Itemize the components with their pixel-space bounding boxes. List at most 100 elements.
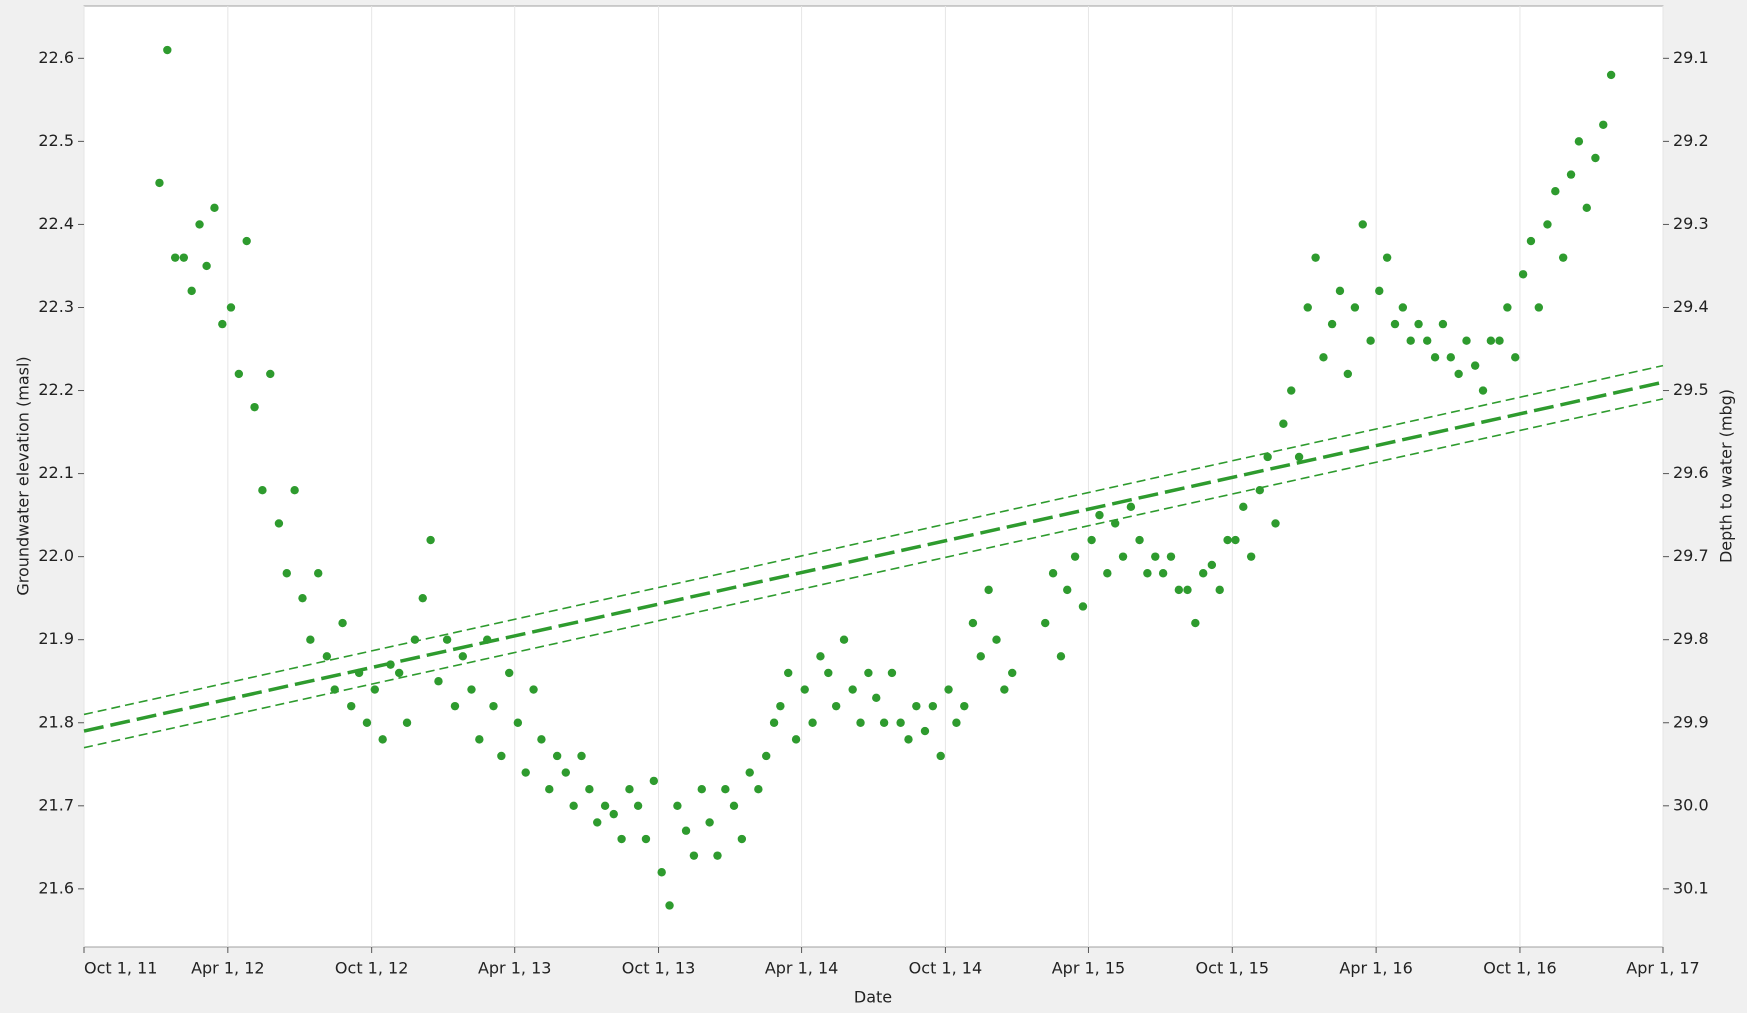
y-tick-label: 21.6 (38, 878, 74, 897)
y2-tick-label: 30.0 (1673, 795, 1709, 814)
data-point (505, 668, 514, 678)
data-point (896, 718, 905, 727)
x-tick-label: Apr 1, 16 (1339, 959, 1412, 978)
data-point (1279, 419, 1288, 428)
data-point (410, 635, 420, 644)
data-point (1423, 336, 1432, 345)
data-point (1311, 253, 1320, 262)
data-point (1294, 452, 1304, 462)
data-point (347, 701, 356, 711)
data-point (784, 668, 793, 678)
data-point (521, 768, 530, 777)
data-point (306, 635, 315, 644)
data-point (1462, 336, 1471, 345)
x-tick-label: Apr 1, 17 (1626, 959, 1699, 978)
data-point (1246, 552, 1256, 561)
data-point (1446, 353, 1455, 362)
data-point (1103, 569, 1112, 578)
data-point (274, 519, 284, 528)
data-point (754, 784, 763, 794)
data-point (856, 718, 865, 727)
data-point (633, 801, 643, 811)
data-point (600, 801, 610, 811)
data-point (266, 369, 275, 379)
data-point (1174, 585, 1184, 595)
y2-tick-label: 29.6 (1673, 463, 1709, 482)
data-point (298, 593, 307, 603)
data-point (705, 818, 714, 827)
data-point (1151, 552, 1160, 561)
y-tick-label: 22.3 (38, 297, 74, 316)
data-point (1271, 519, 1280, 528)
data-point (1430, 353, 1440, 362)
data-point (290, 486, 299, 495)
data-point (402, 718, 412, 727)
data-point (1599, 120, 1608, 129)
data-point (1551, 187, 1560, 196)
data-point (1327, 319, 1337, 329)
x-tick-label: Oct 1, 13 (622, 959, 695, 978)
data-point (210, 203, 219, 213)
data-point (179, 253, 189, 262)
data-point (762, 751, 771, 761)
data-point (800, 685, 809, 694)
data-point (928, 701, 938, 711)
y2-tick-label: 29.4 (1673, 297, 1709, 316)
data-point (434, 677, 443, 686)
data-point (1591, 153, 1600, 163)
data-point (1087, 535, 1096, 545)
data-point (552, 751, 562, 761)
data-point (1000, 685, 1009, 694)
data-point (1414, 319, 1423, 329)
data-point (1486, 336, 1496, 345)
plot-area (83, 5, 1664, 948)
data-point (577, 751, 586, 761)
data-point (1478, 386, 1488, 395)
data-point (673, 801, 682, 811)
x-tick-label: Apr 1, 12 (191, 959, 264, 978)
data-point (218, 319, 227, 329)
data-point (1095, 510, 1104, 520)
data-point (1582, 203, 1591, 213)
y2-tick-label: 29.1 (1673, 48, 1709, 67)
data-point (649, 776, 659, 786)
data-point (1526, 236, 1536, 246)
data-point (569, 801, 578, 811)
data-point (1263, 452, 1272, 462)
data-point (1118, 552, 1128, 561)
data-point (195, 220, 204, 229)
trend-line (83, 364, 1664, 716)
x-tick-label: Oct 1, 14 (909, 959, 982, 978)
data-point (960, 701, 969, 711)
data-point (226, 303, 236, 312)
data-point (1366, 336, 1375, 345)
data-point (609, 809, 618, 819)
data-point (776, 701, 785, 711)
x-tick-label: Oct 1, 15 (1196, 959, 1269, 978)
data-point (1534, 303, 1544, 312)
data-point (475, 735, 484, 744)
data-point (450, 701, 460, 711)
data-point (1438, 319, 1448, 329)
data-point (1041, 618, 1050, 628)
data-point (976, 652, 985, 661)
data-point (170, 253, 180, 262)
data-point (1303, 303, 1312, 312)
trend-line (83, 398, 1664, 749)
y-tick-label: 22.2 (38, 380, 74, 399)
data-point (1048, 569, 1058, 578)
data-point (458, 652, 468, 661)
data-point (1335, 286, 1345, 296)
data-point (370, 685, 380, 694)
data-point (282, 569, 291, 578)
data-point (879, 718, 889, 727)
data-point (155, 178, 164, 188)
data-point (824, 668, 833, 678)
data-point (1382, 253, 1392, 262)
data-point (258, 486, 267, 495)
y-tick-label: 22.5 (38, 131, 74, 150)
y-tick-label: 22.1 (38, 463, 74, 482)
data-point (322, 652, 332, 661)
data-point (872, 693, 881, 703)
